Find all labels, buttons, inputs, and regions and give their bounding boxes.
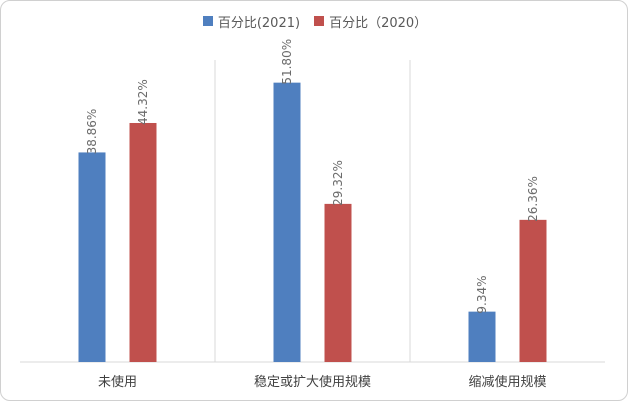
legend-label-2020: 百分比（2020） (329, 15, 428, 31)
bar-2021-1 (273, 82, 301, 363)
bar-2021-2 (468, 311, 496, 362)
legend-swatch-2021 (202, 16, 213, 26)
bar-2020-0 (129, 122, 157, 362)
chart-legend: 百分比(2021) 百分比（2020） (0, 10, 630, 32)
data-label: 9.34% (475, 276, 489, 314)
data-label: 26.36% (526, 176, 540, 222)
data-label: 38.86% (85, 109, 99, 155)
legend-item-2021: 百分比(2021) (202, 12, 301, 31)
plot-area: 38.86% 44.32% 未使用 51.80% 29.32% 稳定或扩大使用规模 9.34… (20, 39, 605, 390)
legend-label-2021: 百分比(2021) (217, 15, 301, 31)
data-label: 44.32% (136, 79, 150, 125)
category-label: 稳定或扩大使用规模 (254, 374, 371, 390)
data-label: 29.32% (331, 160, 345, 206)
bar-2020-2 (519, 219, 547, 362)
category-label: 缩减使用规模 (468, 374, 546, 390)
bar-2020-1 (324, 203, 352, 362)
category-label: 未使用 (98, 374, 137, 390)
bar-2021-0 (78, 152, 106, 362)
legend-swatch-2020 (314, 16, 325, 26)
data-label: 51.80% (280, 39, 294, 85)
legend-item-2020: 百分比（2020） (314, 12, 427, 31)
